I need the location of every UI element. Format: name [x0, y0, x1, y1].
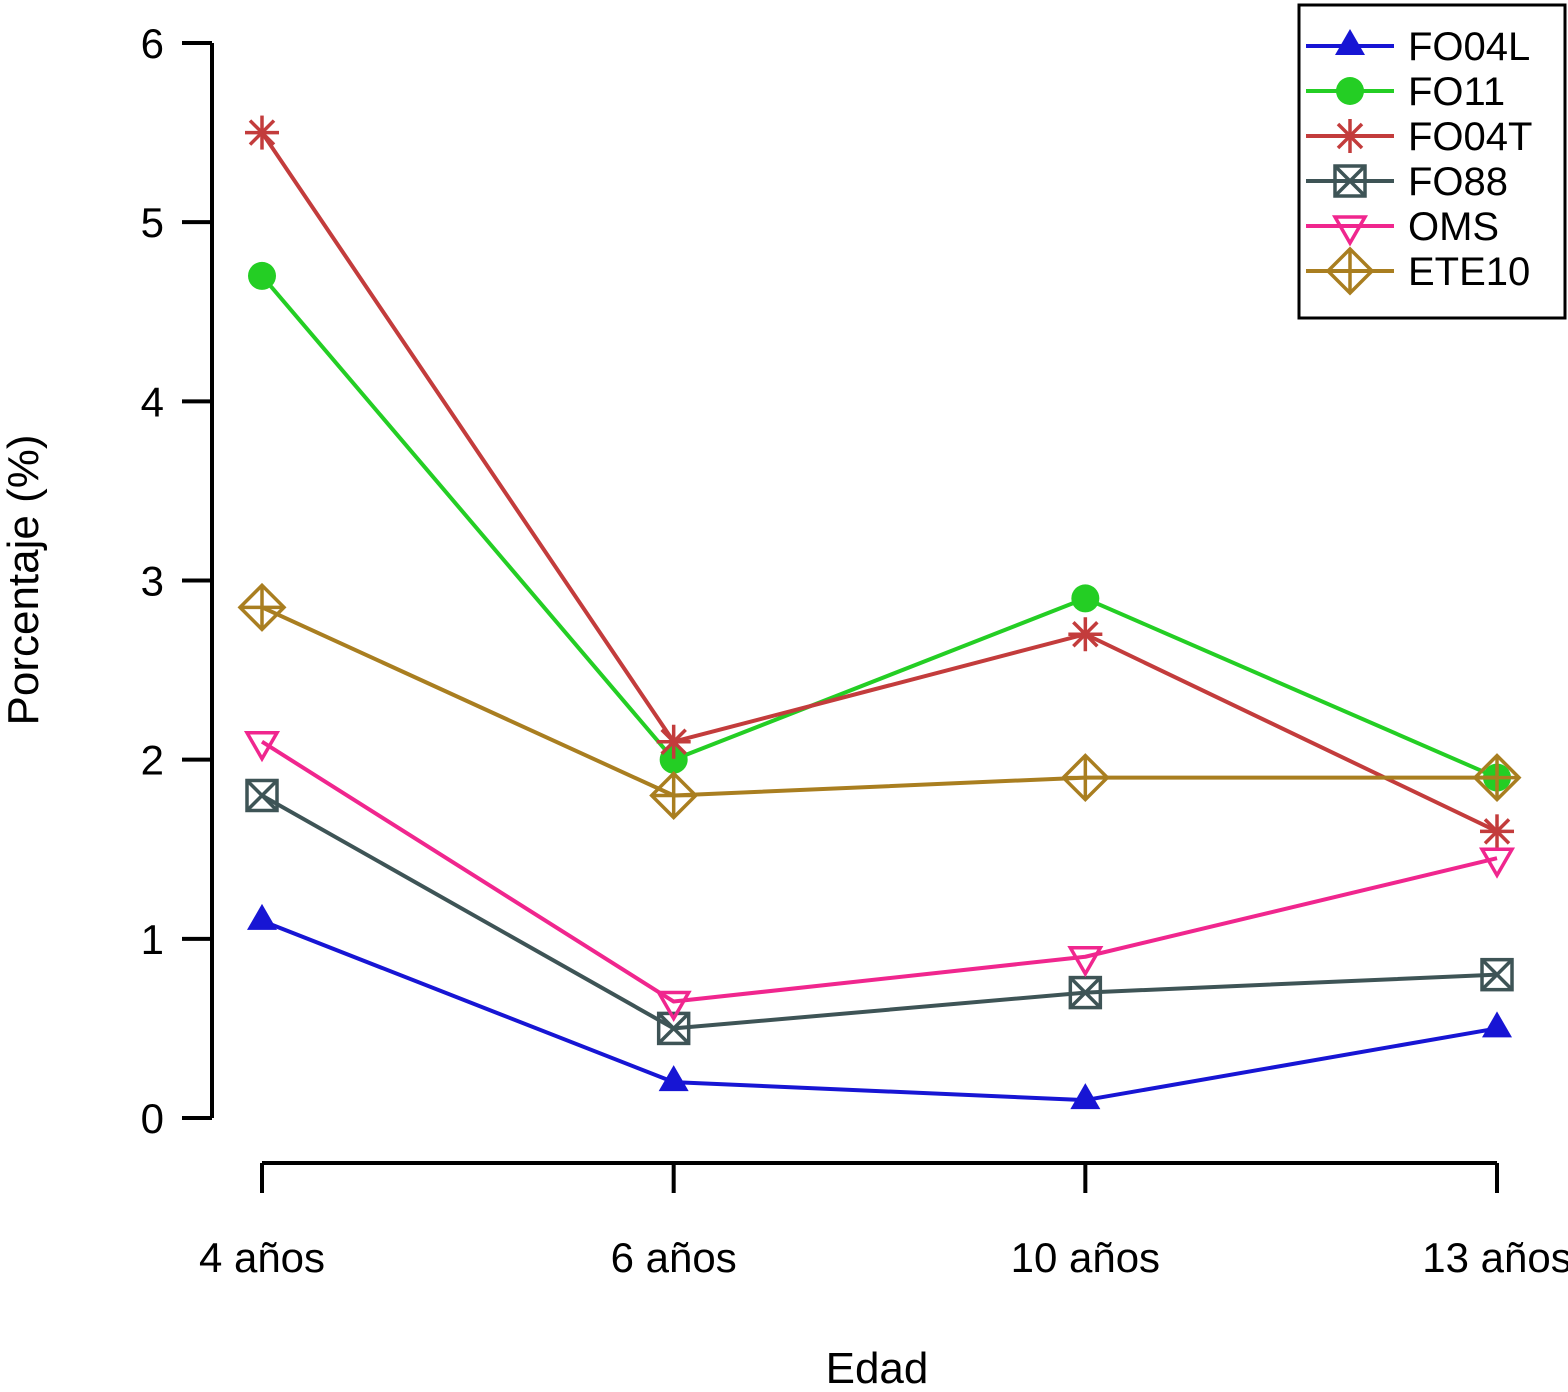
series-ETE10: [237, 582, 1522, 820]
legend-item-FO04T: FO04T: [1306, 115, 1532, 159]
x-axis-title: Edad: [826, 1344, 929, 1392]
square-x-icon: [1333, 164, 1367, 198]
triangle-up-icon: [1335, 29, 1365, 55]
series-line: [260, 274, 1498, 780]
triangle-up-icon: [1482, 1011, 1513, 1038]
asterisk-icon: [1480, 814, 1515, 849]
series-line: [260, 740, 1498, 1004]
series-OMS: [243, 730, 1516, 1023]
square-x-icon: [1480, 957, 1514, 992]
legend-label: FO88: [1408, 160, 1508, 204]
series-FO04T: [245, 115, 1515, 849]
asterisk-icon: [1333, 119, 1367, 153]
y-tick-label: 6: [141, 20, 164, 67]
asterisk-icon: [245, 115, 279, 150]
y-axis: 0 1 2 3 4 5 6 Porcentaje (%): [0, 20, 214, 1142]
circle-icon: [659, 745, 688, 774]
y-tick-label: 2: [141, 737, 164, 784]
square-x-icon: [245, 778, 279, 813]
x-tick-label: 6 años: [611, 1234, 737, 1281]
x-tick-label: 4 años: [199, 1234, 325, 1281]
square-x-icon: [1068, 975, 1103, 1010]
x-axis: 4 años 6 años 10 años 13 años Edad: [199, 1161, 1568, 1392]
triangle-up-icon: [658, 1065, 689, 1092]
diamond-plus-icon: [649, 771, 699, 820]
y-tick-label: 3: [141, 557, 164, 604]
square-x-icon: [656, 1011, 691, 1046]
legend-box: [1297, 3, 1567, 320]
triangle-down-icon: [1331, 215, 1369, 247]
legend-label: FO11: [1408, 70, 1505, 114]
y-tick-label: 0: [141, 1095, 164, 1142]
diamond-plus-icon: [237, 582, 287, 632]
y-tick-label: 1: [141, 916, 164, 963]
triangle-down-icon: [1067, 945, 1104, 978]
asterisk-icon: [656, 724, 691, 759]
circle-icon: [248, 261, 276, 290]
asterisk-icon: [1068, 617, 1103, 652]
y-tick-label: 5: [141, 199, 164, 246]
series-line: [261, 919, 1498, 1103]
triangle-down-icon: [655, 990, 692, 1023]
series-FO04L: [247, 903, 1513, 1110]
legend-item-ETE10: ETE10: [1306, 246, 1530, 296]
x-tick-label: 13 años: [1422, 1234, 1568, 1281]
legend-item-OMS: OMS: [1306, 205, 1499, 249]
diamond-plus-icon: [1060, 753, 1110, 803]
triangle-down-icon: [1478, 847, 1516, 879]
diamond-plus-icon: [1325, 246, 1375, 296]
triangle-up-icon: [247, 903, 277, 930]
legend-item-FO04L: FO04L: [1306, 25, 1530, 69]
series-line: [261, 793, 1498, 1031]
circle-icon: [1071, 584, 1100, 613]
legend-item-FO88: FO88: [1306, 160, 1508, 204]
legend-item-FO11: FO11: [1306, 70, 1505, 114]
circle-icon: [1336, 77, 1364, 105]
series-FO11: [248, 261, 1512, 792]
y-tick-label: 4: [141, 378, 164, 425]
legend-label: FO04T: [1408, 115, 1532, 159]
series-line: [260, 131, 1498, 834]
series-FO88: [245, 778, 1514, 1046]
legend-label: ETE10: [1408, 250, 1530, 294]
diamond-plus-icon: [1472, 753, 1522, 803]
y-axis-title: Porcentaje (%): [0, 434, 48, 725]
series-line: [261, 605, 1498, 798]
triangle-up-icon: [1070, 1083, 1101, 1110]
legend-label: OMS: [1408, 205, 1499, 249]
triangle-down-icon: [243, 730, 281, 763]
x-tick-label: 10 años: [1011, 1234, 1160, 1281]
legend-label: FO04L: [1408, 25, 1530, 69]
